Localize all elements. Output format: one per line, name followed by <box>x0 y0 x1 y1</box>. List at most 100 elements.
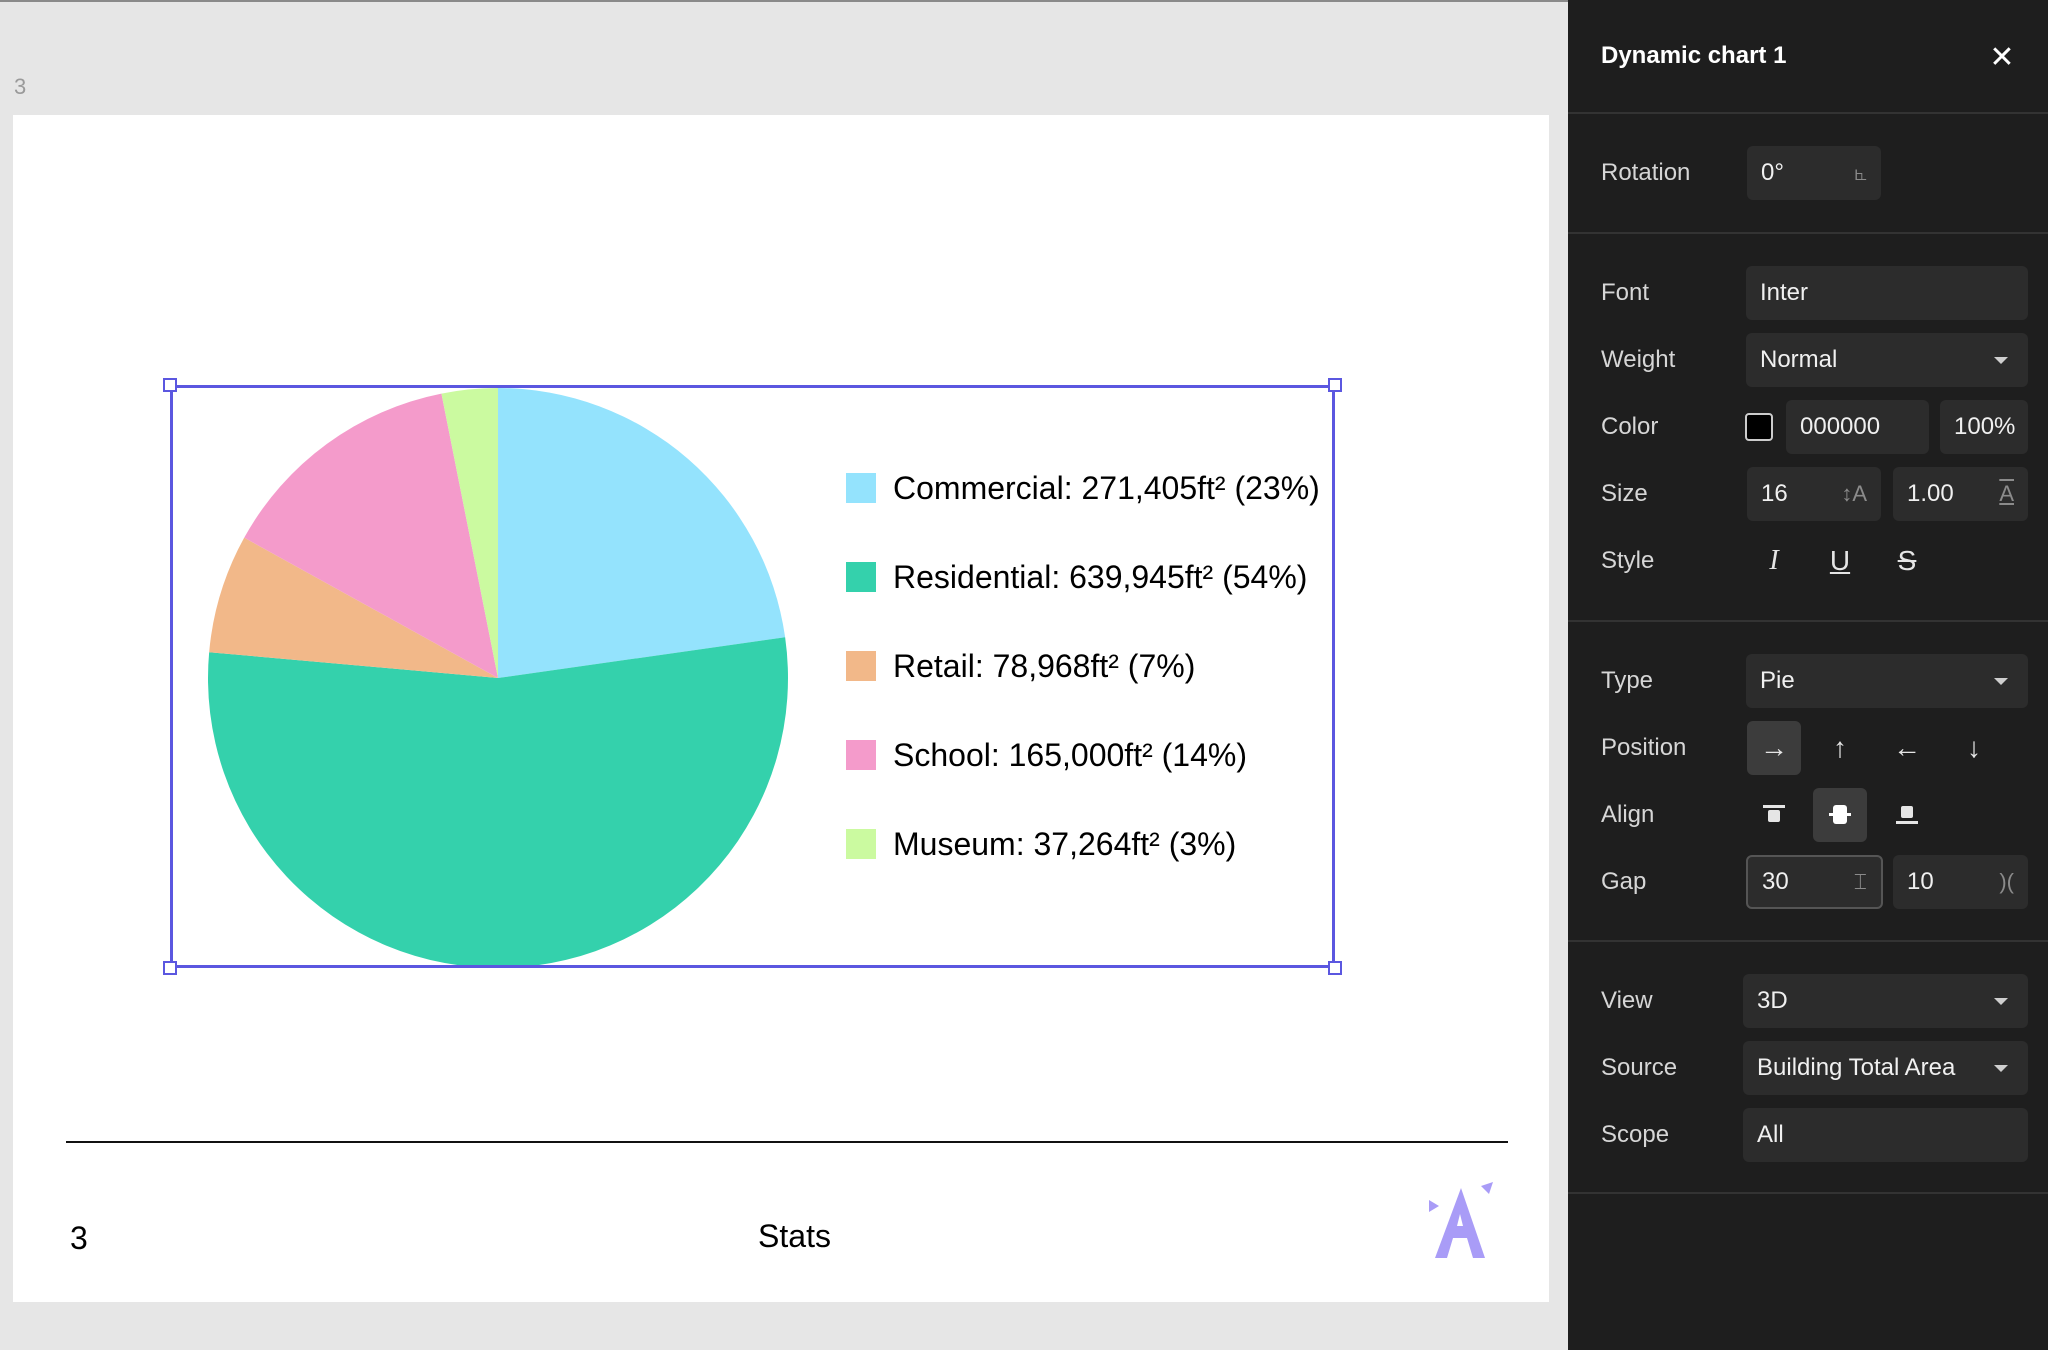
align-bottom-icon[interactable] <box>1880 788 1934 842</box>
arrow-down-icon[interactable]: ↓ <box>1967 732 1981 763</box>
weight-value: Normal <box>1760 346 1838 373</box>
gap-vertical-input[interactable]: 30 ⌶ <box>1746 855 1883 909</box>
page-label: 3 <box>14 74 27 99</box>
pie-slice-retail <box>209 537 498 678</box>
size-label: Size <box>1601 480 1648 507</box>
footer-page-number: 3 <box>70 1220 88 1256</box>
strikethrough-icon[interactable]: S <box>1897 545 1917 576</box>
italic-icon[interactable]: I <box>1769 545 1779 576</box>
legend-item-museum: Museum: 37,264ft² (3%) <box>846 826 1320 915</box>
chevron-down-icon <box>1994 357 2008 364</box>
color-hex-value: 000000 <box>1800 413 1881 440</box>
slide-page[interactable]: Commercial: 271,405ft² (23%) Residential… <box>13 115 1549 1302</box>
scope-field[interactable]: All <box>1743 1108 2028 1162</box>
source-label: Source <box>1601 1054 1678 1081</box>
color-hex-input[interactable]: 000000 <box>1786 400 1929 454</box>
close-icon[interactable]: ✕ <box>1989 41 2015 74</box>
font-size-value: 16 <box>1761 480 1788 507</box>
arrow-left-icon[interactable]: ← <box>1893 732 1921 763</box>
panel-header: Dynamic chart 1 ✕ <box>1568 0 2048 114</box>
weight-select[interactable]: Normal <box>1746 333 2028 387</box>
chart-type-select[interactable]: Pie <box>1746 654 2028 708</box>
gap-horizontal-input[interactable]: 10 )( <box>1893 855 2028 909</box>
legend-swatch <box>846 829 876 859</box>
pie-slice-residential <box>208 637 789 968</box>
line-height-icon: A <box>1999 481 2014 506</box>
chevron-down-icon <box>1994 678 2008 685</box>
pie-chart <box>208 388 789 968</box>
color-swatch[interactable] <box>1745 413 1773 441</box>
resize-handle-bottom-left[interactable] <box>163 961 177 975</box>
footer-divider <box>66 1141 1508 1143</box>
style-label: Style <box>1601 547 1655 574</box>
chevron-down-icon <box>1994 998 2008 1005</box>
legend-item-commercial: Commercial: 271,405ft² (23%) <box>846 470 1320 559</box>
source-select[interactable]: Building Total Area <box>1743 1041 2028 1095</box>
font-label: Font <box>1601 279 1650 306</box>
resize-handle-top-left[interactable] <box>163 378 177 392</box>
legend-label: Retail: 78,968ft² (7%) <box>893 648 1196 684</box>
position-label: Position <box>1601 734 1687 761</box>
resize-handle-bottom-right[interactable] <box>1328 961 1342 975</box>
view-row: View 3D <box>1568 974 2048 1028</box>
align-top-icon[interactable] <box>1747 788 1801 842</box>
footer-title: Stats <box>758 1218 831 1254</box>
angle-icon: ⦜ <box>1854 160 1867 185</box>
view-select[interactable]: 3D <box>1743 974 2028 1028</box>
chart-selection-frame[interactable] <box>170 385 1335 968</box>
style-row: Style I U S <box>1568 534 2048 588</box>
top-border <box>0 0 1568 2</box>
font-row: Font Inter <box>1568 266 2048 320</box>
pie-slice-commercial <box>498 388 786 678</box>
legend-label: Residential: 639,945ft² (54%) <box>893 559 1308 595</box>
scope-label: Scope <box>1601 1121 1670 1148</box>
source-row: Source Building Total Area <box>1568 1041 2048 1095</box>
properties-panel: Dynamic chart 1 ✕ Rotation 0° ⦜ Font Int… <box>1568 0 2048 1350</box>
font-size-icon: ↕A <box>1841 481 1867 506</box>
weight-row: Weight Normal <box>1568 333 2048 387</box>
arrow-up-icon[interactable]: ↑ <box>1833 732 1847 763</box>
view-label: View <box>1601 987 1653 1014</box>
font-size-input[interactable]: 16 ↕A <box>1747 467 1881 521</box>
legend-item-school: School: 165,000ft² (14%) <box>846 737 1320 826</box>
pie-slice-school <box>244 393 498 678</box>
legend-item-retail: Retail: 78,968ft² (7%) <box>846 648 1320 737</box>
gap-row: Gap 30 ⌶ 10 )( <box>1568 855 2048 909</box>
rotation-value: 0° <box>1761 159 1784 186</box>
line-height-value: 1.00 <box>1907 480 1954 507</box>
data-section: View 3D Source Building Total Area Scope… <box>1568 942 2048 1194</box>
gap-horizontal-icon: )( <box>1999 869 2014 894</box>
rotation-section: Rotation 0° ⦜ <box>1568 114 2048 234</box>
align-label: Align <box>1601 801 1655 828</box>
type-row: Type Pie <box>1568 654 2048 708</box>
legend-swatch <box>846 740 876 770</box>
gap-label: Gap <box>1601 868 1647 895</box>
rotation-input[interactable]: 0° ⦜ <box>1747 146 1881 200</box>
gap-vertical-value: 30 <box>1762 868 1789 895</box>
color-label: Color <box>1601 413 1659 440</box>
chart-type-value: Pie <box>1760 667 1795 694</box>
chart-layout-section: Type Pie Position → ↑ ← ↓ Align <box>1568 622 2048 942</box>
arrow-right-icon[interactable]: → <box>1747 721 1801 775</box>
size-row: Size 16 ↕A 1.00 A <box>1568 467 2048 521</box>
legend-item-residential: Residential: 639,945ft² (54%) <box>846 559 1320 648</box>
underline-icon[interactable]: U <box>1829 545 1851 576</box>
gap-horizontal-value: 10 <box>1907 868 1934 895</box>
weight-label: Weight <box>1601 346 1676 373</box>
scope-value: All <box>1757 1121 1784 1148</box>
pie-slice-museum <box>441 388 498 678</box>
color-opacity-value: 100% <box>1954 413 2016 440</box>
rotation-label: Rotation <box>1601 159 1691 186</box>
brand-logo-icon <box>1429 1182 1493 1258</box>
source-value: Building Total Area <box>1757 1054 1956 1081</box>
legend-swatch <box>846 651 876 681</box>
resize-handle-top-right[interactable] <box>1328 378 1342 392</box>
legend-label: Commercial: 271,405ft² (23%) <box>893 470 1320 506</box>
rotation-row: Rotation 0° ⦜ <box>1568 146 2048 200</box>
align-middle-icon[interactable] <box>1813 788 1867 842</box>
line-height-input[interactable]: 1.00 A <box>1893 467 2028 521</box>
type-label: Type <box>1601 667 1654 694</box>
legend-swatch <box>846 473 876 503</box>
color-opacity-input[interactable]: 100% <box>1940 400 2028 454</box>
font-field[interactable]: Inter <box>1746 266 2028 320</box>
